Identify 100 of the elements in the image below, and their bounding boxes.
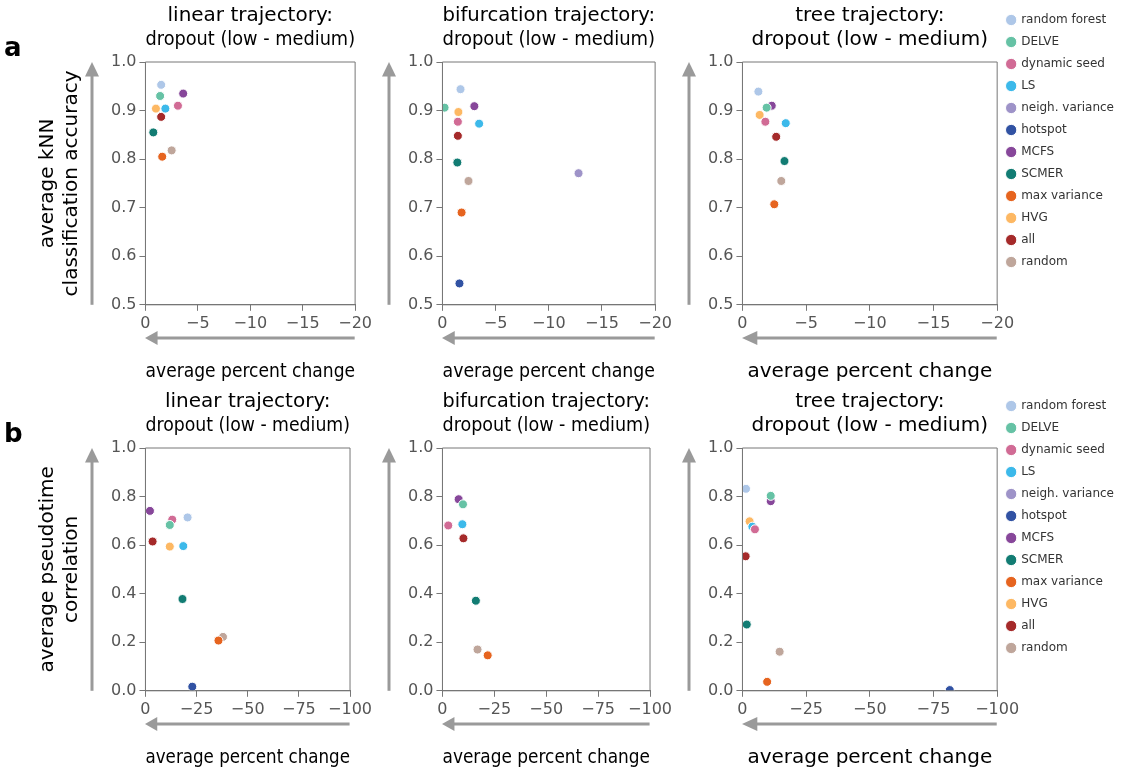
legend-label: all <box>1021 232 1036 247</box>
y-tick-label: 0.8 <box>707 148 734 168</box>
y-tick-label: 0.0 <box>407 679 434 699</box>
point <box>164 519 175 530</box>
legend-label: random forest <box>1021 12 1107 27</box>
x-tick-label: −15 <box>285 312 320 332</box>
x-tick-label: −25 <box>789 698 824 718</box>
x-tick-label: −50 <box>230 698 265 718</box>
y-tick-label: 0.7 <box>110 196 137 216</box>
x-tick-label: −5 <box>186 312 210 332</box>
legend-label: max variance <box>1021 574 1103 589</box>
legend-label: random <box>1021 640 1068 655</box>
point <box>145 505 155 516</box>
y-tick-label: 0.8 <box>110 148 137 168</box>
point <box>452 157 463 168</box>
x-tick-label: −15 <box>585 312 619 332</box>
point <box>458 499 468 510</box>
chart-title: tree trajectory: dropout (low - medium) <box>751 388 989 437</box>
point <box>155 90 166 101</box>
x-tick-label: −5 <box>794 312 818 332</box>
x-tick-label: −10 <box>233 312 268 332</box>
chart-title: tree trajectory: dropout (low - medium) <box>751 2 989 51</box>
y-tick-label: 0.7 <box>707 196 734 216</box>
point <box>573 168 584 179</box>
point <box>157 151 168 162</box>
y-tick-label: 0.0 <box>707 679 734 699</box>
point <box>455 84 466 95</box>
x-tick-label: −10 <box>852 312 887 332</box>
point <box>178 541 189 552</box>
legend-label: all <box>1021 618 1036 633</box>
legend-label: MCFS <box>1021 144 1055 159</box>
x-axis-title: average percent change <box>145 744 350 768</box>
legend-label: DELVE <box>1021 420 1060 435</box>
y-tick-label: 0.8 <box>407 485 434 505</box>
point <box>178 88 189 99</box>
point <box>762 676 773 687</box>
point <box>780 118 791 129</box>
y-tick-label: 0.8 <box>110 485 137 505</box>
legend-label: dynamic seed <box>1021 442 1105 457</box>
x-tick-label: −20 <box>638 312 672 332</box>
y-tick-label: 0.9 <box>707 99 734 119</box>
x-axis-title: average percent change <box>747 744 993 769</box>
point <box>742 551 751 562</box>
point <box>147 536 158 547</box>
point <box>469 101 480 112</box>
x-axis-title: average percent change <box>145 358 356 382</box>
x-axis-title: average percent change <box>442 744 650 768</box>
y-tick-label: 1.0 <box>110 437 137 457</box>
y-tick-label: 0.2 <box>707 631 734 651</box>
y-tick-label: 0.6 <box>707 245 734 265</box>
legend-label: hotspot <box>1021 122 1068 137</box>
x-axis-title: average percent change <box>442 359 656 382</box>
y-tick-label: 0.8 <box>707 485 734 505</box>
y-tick-label: 0.2 <box>110 631 137 651</box>
legend-label: neigh. variance <box>1021 486 1115 501</box>
legend-label: random <box>1021 254 1068 269</box>
x-tick-label: 0 <box>437 312 448 332</box>
chart-title: linear trajectory: dropout (low - medium) <box>145 2 356 50</box>
legend-label: HVG <box>1021 596 1048 611</box>
x-tick-label: 0 <box>737 312 748 332</box>
y-tick-label: 1.0 <box>407 51 434 71</box>
y-tick-label: 1.0 <box>707 51 734 71</box>
point <box>213 635 224 646</box>
point <box>166 145 177 156</box>
point <box>779 156 790 167</box>
x-tick-label: 0 <box>437 698 448 718</box>
text: b <box>4 417 23 448</box>
x-tick-label: 0 <box>737 698 748 718</box>
chart-title: bifurcation trajectory: dropout (low - medium) <box>442 3 656 50</box>
y-tick-label: 0.5 <box>407 293 434 313</box>
x-tick-label: −100 <box>328 698 372 718</box>
point <box>156 111 167 122</box>
x-tick-label: −20 <box>338 312 372 332</box>
point <box>474 118 485 129</box>
x-tick-label: −15 <box>916 312 951 332</box>
y-tick-label: 1.0 <box>110 51 137 71</box>
y-tick-label: 0.6 <box>407 245 434 265</box>
x-tick-label: −25 <box>179 698 214 718</box>
y-tick-label: 0.4 <box>707 582 734 602</box>
x-tick-label: −75 <box>916 698 951 718</box>
legend-label: MCFS <box>1021 530 1055 545</box>
point <box>463 175 474 186</box>
point <box>172 100 183 111</box>
y-axis-title: average kNN classification accuracy <box>34 70 83 297</box>
y-tick-label: 0.5 <box>110 293 137 313</box>
x-tick-label: −50 <box>529 698 564 718</box>
point <box>453 107 464 118</box>
point <box>456 207 467 218</box>
legend-label: LS <box>1021 464 1036 479</box>
point <box>760 116 771 127</box>
x-tick-label: −50 <box>852 698 887 718</box>
point <box>452 116 463 127</box>
chart-title: linear trajectory: dropout (low - medium) <box>145 388 350 436</box>
x-tick-label: 0 <box>140 312 151 332</box>
y-tick-label: 0.7 <box>407 196 434 216</box>
y-tick-label: 0.6 <box>110 245 137 265</box>
y-tick-label: 1.0 <box>407 437 434 457</box>
x-tick-label: −20 <box>980 312 1015 332</box>
point <box>148 127 159 138</box>
point <box>442 102 450 113</box>
